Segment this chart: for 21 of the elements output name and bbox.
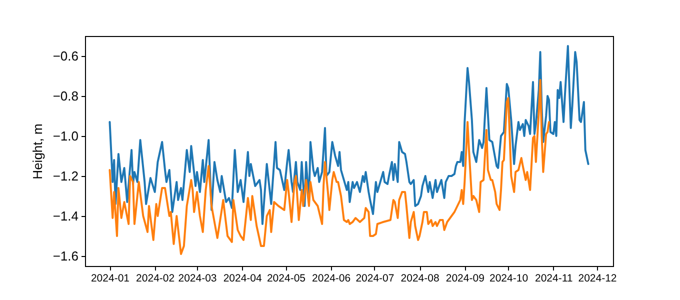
y-tick-label: −0.6 — [52, 48, 78, 64]
x-tick-label: 2024-09 — [446, 272, 485, 284]
x-tick-label: 2024-06 — [312, 272, 351, 284]
x-tick-label: 2024-05 — [266, 272, 306, 284]
x-tick-label: 2024-12 — [578, 272, 617, 284]
y-tick-label: −1.2 — [52, 168, 78, 184]
x-tick-label: 2024-04 — [223, 272, 262, 284]
y-tick-label: −1.6 — [52, 248, 78, 264]
x-tick-label: 2024-07 — [356, 272, 394, 284]
x-tick-label: 2024-02 — [136, 272, 175, 284]
y-tick-label: −1.4 — [52, 208, 78, 224]
line-series — [108, 79, 550, 255]
y-tick-label: −1.0 — [52, 128, 78, 144]
x-tick-label: 2024-10 — [490, 272, 528, 284]
x-tick-label: 2024-01 — [90, 272, 130, 284]
y-axis-title: Height, m — [30, 124, 45, 180]
x-tick-label: 2024-11 — [534, 272, 573, 284]
line-series — [108, 45, 590, 225]
x-tick-label: 2024-08 — [400, 272, 440, 284]
x-tick-label: 2024-03 — [178, 272, 217, 284]
y-tick-label: −0.8 — [52, 88, 78, 104]
